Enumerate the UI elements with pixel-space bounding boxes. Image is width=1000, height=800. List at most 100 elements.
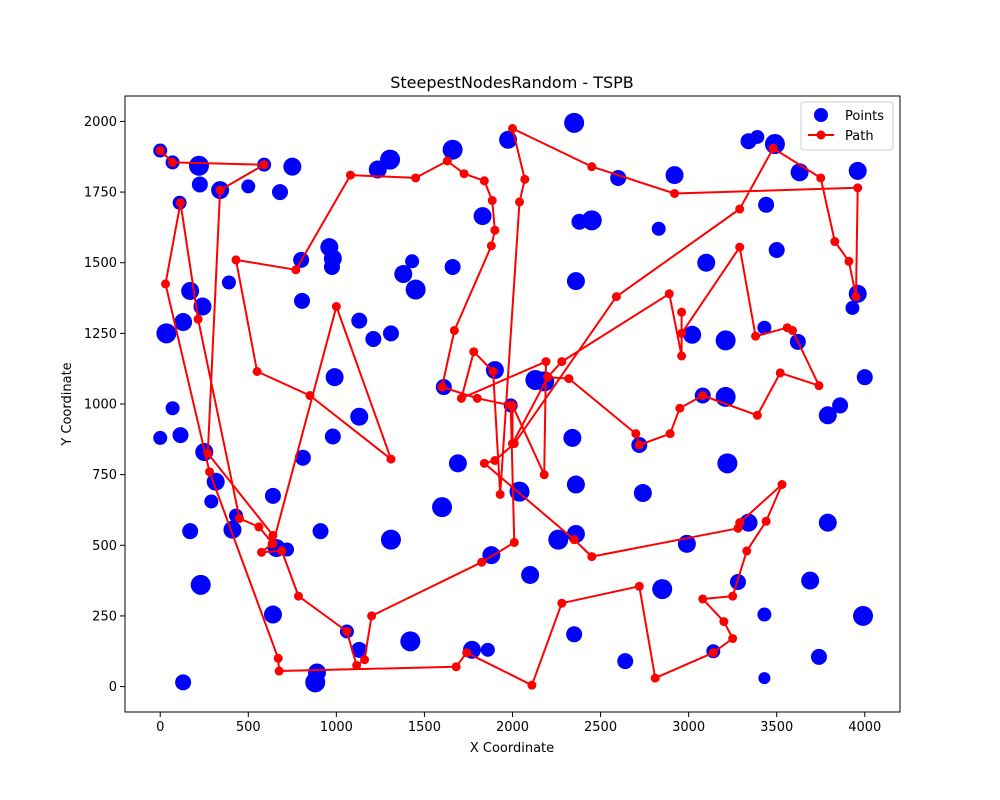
path-marker-65 [735, 204, 745, 214]
path-marker-30 [252, 367, 262, 377]
path-marker-34 [268, 539, 278, 549]
path-marker-5 [268, 530, 278, 540]
x-tick-label-500: 500 [236, 720, 261, 735]
path-marker-98 [735, 242, 745, 252]
path-marker-33 [331, 302, 341, 312]
y-tick-label-2000: 2000 [84, 115, 117, 130]
x-tick-label-2500: 2500 [584, 720, 617, 735]
path-marker-73 [587, 162, 597, 172]
point-60 [768, 242, 785, 258]
path-marker-27 [345, 170, 355, 180]
point-53 [665, 166, 684, 185]
path-marker-75 [520, 174, 530, 184]
point-109 [652, 579, 673, 600]
y-tick-label-1250: 1250 [84, 327, 117, 342]
path-marker-31 [305, 391, 315, 401]
y-axis: 0 250 500 750 1000 1250 1500 1750 2000 [84, 115, 125, 695]
x-tick-label-3500: 3500 [760, 720, 793, 735]
path-marker-21 [490, 225, 500, 235]
legend-path-marker [816, 130, 826, 140]
point-37 [351, 312, 368, 329]
point-14 [174, 313, 193, 332]
point-100 [818, 513, 837, 532]
point-74 [312, 523, 329, 540]
path-marker-97 [751, 331, 761, 341]
path-marker-15 [509, 537, 519, 547]
path-marker-102 [664, 289, 674, 299]
legend-points-marker [814, 108, 828, 122]
path-marker-87 [631, 429, 641, 439]
path-marker-66 [768, 143, 778, 153]
path-marker-71 [853, 183, 863, 193]
point-73 [294, 449, 311, 466]
path-marker-96 [782, 323, 792, 333]
path-marker-39 [161, 279, 171, 289]
path-marker-7 [257, 547, 267, 557]
point-57 [750, 129, 765, 144]
path-marker-42 [274, 666, 284, 676]
point-12 [172, 427, 189, 444]
path-marker-82 [539, 470, 549, 480]
point-39 [382, 325, 399, 342]
point-55 [697, 253, 716, 272]
path-layer [155, 123, 863, 690]
path-marker-84 [508, 439, 517, 449]
point-31 [221, 275, 236, 290]
point-13 [156, 323, 177, 344]
point-64 [845, 300, 860, 315]
point-44 [380, 149, 401, 170]
point-42 [405, 279, 426, 300]
path-marker-67 [816, 173, 826, 183]
point-36 [323, 258, 340, 275]
y-tick-label-1750: 1750 [84, 186, 117, 201]
point-83 [563, 428, 582, 447]
path-marker-52 [698, 594, 708, 604]
path-marker-74 [508, 123, 517, 133]
path-marker-93 [775, 368, 785, 378]
path-marker-69 [844, 256, 854, 266]
legend-points-label: Points [845, 109, 884, 124]
path-marker-55 [761, 516, 771, 526]
y-tick-label-750: 750 [92, 468, 117, 483]
point-19 [204, 494, 219, 509]
path-marker-22 [487, 196, 497, 206]
point-70 [325, 368, 344, 387]
point-76 [432, 497, 453, 518]
path-marker-2 [259, 160, 269, 170]
point-8 [272, 184, 288, 201]
point-9 [283, 157, 302, 176]
path-marker-13 [367, 611, 377, 621]
path-marker-49 [708, 648, 718, 658]
path-marker-41 [273, 653, 283, 663]
path-marker-44 [462, 648, 472, 658]
legend-path-label: Path [845, 129, 874, 144]
point-90 [818, 406, 837, 425]
path-marker-88 [634, 440, 644, 450]
x-tick-label-1500: 1500 [408, 720, 441, 735]
path-marker-51 [719, 617, 729, 627]
point-95 [521, 565, 540, 584]
path-marker-3 [215, 185, 225, 195]
point-41 [405, 254, 420, 269]
point-54 [651, 221, 666, 236]
x-tick-label-3000: 3000 [672, 720, 705, 735]
path-marker-48 [650, 673, 660, 683]
point-113 [480, 642, 495, 657]
path-marker-4 [203, 448, 213, 458]
point-102 [853, 605, 874, 626]
path-marker-40 [205, 467, 215, 477]
path-marker-90 [675, 403, 685, 413]
point-106 [810, 648, 827, 665]
point-46 [444, 258, 461, 275]
x-tick-label-0: 0 [156, 720, 164, 735]
path-marker-14 [477, 557, 487, 567]
path-marker-59 [587, 552, 597, 562]
point-101 [801, 571, 820, 590]
point-6 [241, 179, 256, 194]
point-111 [400, 631, 421, 652]
path-marker-76 [515, 197, 525, 207]
path-marker-36 [234, 513, 244, 523]
y-axis-label: Y Coordinate [60, 362, 75, 446]
path-marker-58 [733, 523, 743, 533]
point-22 [190, 574, 211, 595]
